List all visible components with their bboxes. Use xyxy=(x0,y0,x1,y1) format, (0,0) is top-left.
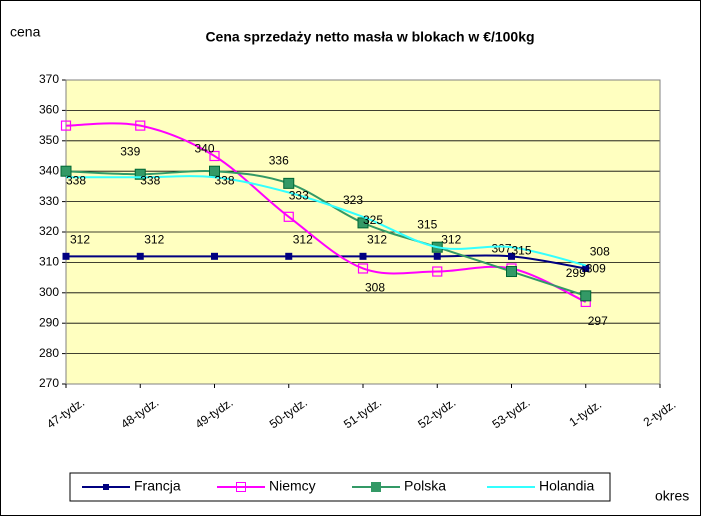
marker xyxy=(283,177,295,189)
y-tick-label: 360 xyxy=(39,103,59,117)
y-tick-label: 350 xyxy=(39,133,59,147)
legend-label: Francja xyxy=(134,478,181,494)
x-axis-label: okres xyxy=(655,488,689,504)
data-label: 312 xyxy=(367,232,387,246)
data-label: 312 xyxy=(144,232,164,246)
y-tick-label: 300 xyxy=(39,285,59,299)
y-tick-label: 340 xyxy=(39,163,59,177)
marker xyxy=(433,252,441,260)
y-tick-label: 270 xyxy=(39,376,59,390)
data-label: 340 xyxy=(194,141,214,155)
y-tick-label: 370 xyxy=(39,72,59,86)
marker xyxy=(60,165,72,177)
marker xyxy=(60,120,72,131)
data-label: 333 xyxy=(289,189,309,203)
series-line xyxy=(66,254,586,270)
marker xyxy=(580,290,592,302)
marker xyxy=(62,252,70,260)
marker xyxy=(357,217,369,229)
data-label: 312 xyxy=(293,232,313,246)
marker xyxy=(209,150,220,162)
data-label: 339 xyxy=(120,144,140,158)
data-label: 297 xyxy=(588,314,608,328)
data-label: 315 xyxy=(417,217,437,231)
marker xyxy=(211,252,218,260)
marker xyxy=(209,165,220,177)
marker xyxy=(357,263,369,274)
legend-label: Niemcy xyxy=(269,478,316,494)
legend-box xyxy=(69,472,611,502)
data-label: 323 xyxy=(343,193,363,207)
marker xyxy=(508,252,515,260)
marker xyxy=(283,211,294,222)
data-label: 338 xyxy=(66,173,86,187)
data-label: 307 xyxy=(491,242,511,256)
legend-label: Polska xyxy=(404,478,446,494)
data-label: 338 xyxy=(214,173,234,187)
marker xyxy=(432,266,443,277)
y-axis-label: cena xyxy=(10,24,41,40)
y-tick-label: 280 xyxy=(39,346,59,360)
data-label: 308 xyxy=(590,245,610,259)
legend-marker xyxy=(103,484,109,490)
y-tick-label: 330 xyxy=(39,194,59,208)
data-label: 336 xyxy=(269,154,289,168)
marker xyxy=(582,264,590,272)
series-line xyxy=(65,175,586,267)
marker xyxy=(285,252,293,260)
data-label: 315 xyxy=(511,243,531,257)
marker xyxy=(359,252,367,260)
legend-marker xyxy=(236,482,246,492)
marker xyxy=(136,252,144,260)
data-label: 312 xyxy=(441,232,461,246)
series-line xyxy=(65,169,587,297)
y-tick-label: 290 xyxy=(39,315,59,329)
marker xyxy=(134,168,146,180)
data-label: 325 xyxy=(363,213,383,227)
legend-marker xyxy=(371,482,381,492)
data-label: 299 xyxy=(566,266,586,280)
legend-label: Holandia xyxy=(539,478,594,494)
data-label: 312 xyxy=(70,232,90,246)
data-label: 308 xyxy=(365,281,385,295)
marker xyxy=(506,266,517,278)
y-tick-label: 310 xyxy=(39,255,59,269)
chart-title: Cena sprzedaży netto masła w blokach w €… xyxy=(205,29,534,45)
data-label: 338 xyxy=(140,173,160,187)
marker xyxy=(135,120,146,131)
y-tick-label: 320 xyxy=(39,224,59,238)
data-label: 309 xyxy=(586,262,606,276)
